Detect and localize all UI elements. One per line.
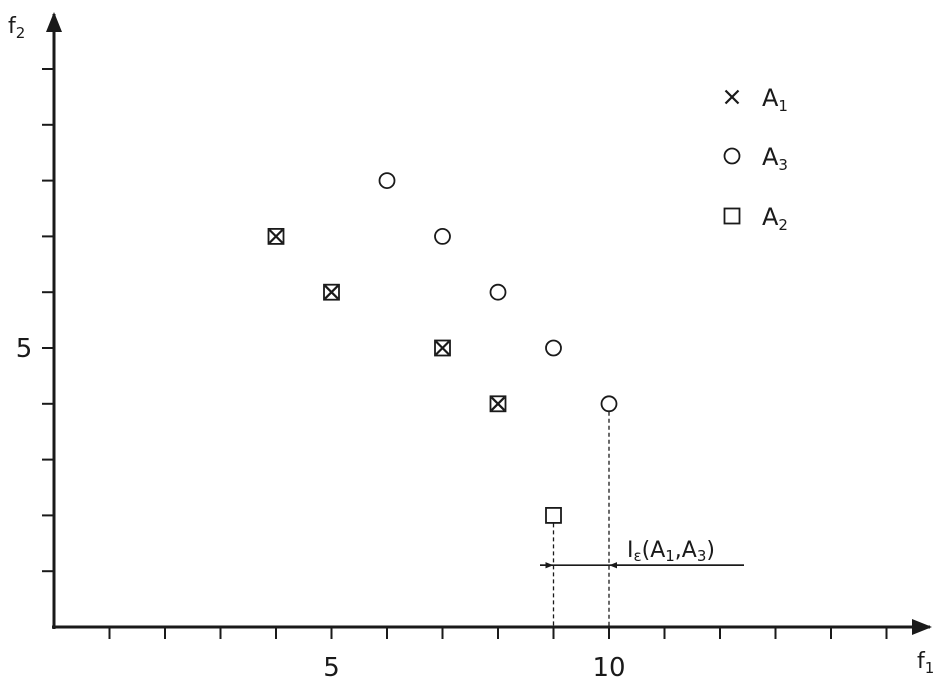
legend-cross-icon-shape <box>724 89 740 105</box>
legend-circle-icon-shape <box>723 147 741 165</box>
point-a3-circle <box>600 395 618 413</box>
point-a1-cross <box>268 229 284 244</box>
legend-square-icon-shape <box>723 207 741 225</box>
point-a3-circle <box>434 227 451 245</box>
legend-entry-a2: A2 <box>723 203 788 234</box>
legend-entry-a1: A1 <box>724 84 788 115</box>
legend-entry-a3: A3 <box>723 143 788 174</box>
x-tick-label: 10 <box>592 653 625 683</box>
legend-label-a1: A1 <box>762 84 788 115</box>
x-axis-label: f1 <box>917 649 934 677</box>
axes <box>46 12 932 635</box>
legend-cross-icon <box>724 89 740 105</box>
point-a1-cross <box>324 284 339 300</box>
legend-label-a2: A2 <box>762 203 788 234</box>
tick-labels: 5 10 5 <box>16 334 626 683</box>
point-a3-circle <box>378 172 396 190</box>
data-points <box>267 172 618 524</box>
point-a2-square <box>545 506 562 524</box>
y-tick-label: 5 <box>16 334 33 364</box>
legend-label-a3: A3 <box>762 143 788 174</box>
epsilon-indicator: Iε(A1,A3) <box>540 538 744 569</box>
x-tick-label: 5 <box>323 653 340 683</box>
point-a3-circle <box>545 339 562 357</box>
epsilon-indicator-label: Iε(A1,A3) <box>627 538 715 565</box>
legend-square-icon <box>723 207 741 225</box>
x-ticks <box>108 627 888 639</box>
guide-lines <box>552 411 610 627</box>
point-a3-circle <box>489 283 507 301</box>
legend: A1 A3 A2 <box>723 84 788 234</box>
y-axis-label: f2 <box>8 14 25 42</box>
legend-circle-icon <box>723 147 741 165</box>
point-a1-cross <box>490 396 506 412</box>
point-a1-cross <box>435 340 450 356</box>
y-ticks <box>42 68 54 573</box>
